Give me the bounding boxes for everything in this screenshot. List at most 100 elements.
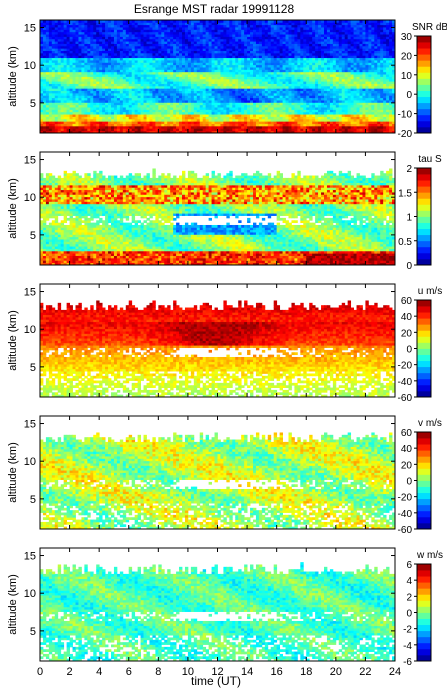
heatmap-cell	[187, 20, 192, 23]
heatmap-cell	[48, 38, 53, 42]
heatmap-cell	[341, 123, 346, 127]
heatmap-cell	[258, 104, 263, 108]
heatmap-cell	[66, 48, 70, 51]
heatmap-cell	[167, 90, 171, 94]
heatmap-cell	[312, 111, 316, 115]
heatmap-cell	[309, 81, 313, 84]
heatmap-cell	[99, 95, 103, 99]
heatmap-cell	[235, 128, 239, 132]
heatmap-cell	[78, 88, 82, 92]
heatmap-cell	[190, 90, 195, 94]
heatmap-cell	[258, 71, 263, 75]
heatmap-cell	[235, 48, 239, 51]
heatmap-cell	[347, 130, 352, 133]
heatmap-cell	[90, 116, 94, 120]
heatmap-cell	[211, 27, 215, 30]
heatmap-cell	[294, 121, 298, 124]
heatmap-cell	[282, 90, 286, 94]
heatmap-cell	[164, 125, 168, 129]
heatmap-cell	[335, 81, 340, 84]
heatmap-cell	[270, 100, 275, 103]
heatmap-cell	[341, 55, 346, 59]
heatmap-cell	[220, 107, 224, 110]
heatmap-cell	[335, 88, 340, 92]
heatmap-cell	[217, 20, 221, 23]
heatmap-cell	[214, 83, 218, 87]
heatmap-cell	[324, 100, 328, 103]
heatmap-cell	[57, 116, 62, 120]
heatmap-cell	[193, 34, 198, 37]
heatmap-cell	[318, 128, 322, 132]
heatmap-cell	[84, 109, 88, 113]
heatmap-cell	[300, 43, 304, 47]
heatmap-cell	[241, 102, 245, 106]
heatmap-cell	[179, 125, 183, 129]
heatmap-cell	[214, 92, 218, 96]
heatmap-cell	[288, 100, 292, 103]
heatmap-cell	[202, 128, 207, 132]
heatmap-cell	[279, 57, 283, 61]
heatmap-cell	[288, 34, 292, 37]
heatmap-cell	[300, 88, 304, 92]
heatmap-cell	[273, 71, 278, 75]
heatmap-cell	[75, 48, 79, 51]
heatmap-cell	[161, 88, 165, 92]
heatmap-cell	[235, 38, 239, 42]
heatmap-cell	[143, 116, 147, 120]
heatmap-cell	[90, 97, 94, 101]
heatmap-cell	[179, 55, 183, 59]
heatmap-cell	[306, 121, 310, 124]
heatmap-cell	[105, 34, 109, 37]
heatmap-cell	[303, 100, 307, 103]
heatmap-cell	[42, 55, 47, 59]
heatmap-cell	[69, 27, 73, 30]
heatmap-cell	[48, 76, 53, 80]
heatmap-cell	[119, 52, 124, 56]
heatmap-cell	[279, 76, 283, 80]
heatmap-cell	[344, 88, 349, 92]
heatmap-cell	[125, 24, 130, 28]
heatmap-cell	[122, 45, 127, 49]
heatmap-cell	[282, 125, 286, 129]
heatmap-cell	[125, 111, 130, 115]
heatmap-cell	[196, 43, 201, 47]
heatmap-cell	[40, 27, 44, 30]
heatmap-cell	[303, 81, 307, 84]
heatmap-cell	[226, 121, 230, 124]
heatmap-cell	[196, 24, 201, 28]
heatmap-cell	[170, 24, 174, 28]
heatmap-cell	[241, 24, 245, 28]
heatmap-cell	[122, 76, 127, 80]
heatmap-cell	[324, 104, 328, 108]
heatmap-cell	[306, 78, 310, 82]
heatmap-cell	[75, 57, 79, 61]
heatmap-cell	[190, 116, 195, 120]
heatmap-cell	[341, 128, 346, 132]
heatmap-cell	[288, 78, 292, 82]
heatmap-cell	[51, 92, 56, 96]
heatmap-cell	[87, 20, 91, 23]
heatmap-cell	[99, 74, 103, 77]
heatmap-cell	[291, 71, 295, 75]
heatmap-cell	[250, 97, 254, 101]
heatmap-cell	[128, 52, 133, 56]
heatmap-cell	[113, 81, 118, 84]
heatmap-cell	[297, 38, 301, 42]
heatmap-cell	[267, 64, 272, 68]
heatmap-cell	[143, 55, 147, 59]
heatmap-cell	[184, 123, 189, 127]
heatmap-cell	[90, 64, 94, 68]
heatmap-cell	[335, 116, 340, 120]
heatmap-cell	[75, 74, 79, 77]
heatmap-cell	[146, 118, 150, 122]
heatmap-cell	[131, 57, 136, 61]
heatmap-cell	[244, 83, 248, 87]
heatmap-cell	[108, 36, 112, 40]
heatmap-cell	[220, 118, 224, 122]
heatmap-cell	[131, 125, 136, 129]
heatmap-cell	[87, 60, 91, 63]
heatmap-cell	[63, 116, 68, 120]
heatmap-cell	[326, 92, 331, 96]
heatmap-cell	[190, 111, 195, 115]
heatmap-cell	[102, 81, 106, 84]
